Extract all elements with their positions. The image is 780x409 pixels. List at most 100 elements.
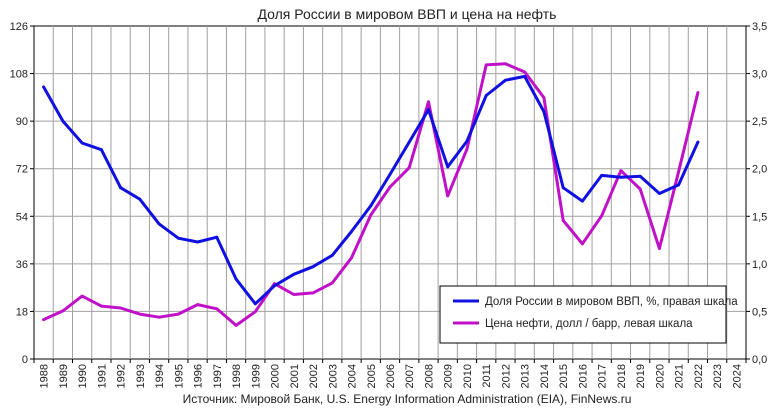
x-tick-label: 1994	[154, 364, 166, 388]
right-axis: 0,0 0,5 1,0 1,5 2,0 2,5 3,0 3,5	[746, 21, 767, 366]
left-tick-label: 126	[10, 21, 28, 33]
x-tick-label: 1997	[212, 364, 224, 388]
data-point-gdp-share	[80, 141, 84, 145]
data-point-oil-price	[658, 247, 661, 250]
right-tick-label: 3,5	[752, 21, 767, 33]
data-point-oil-price	[61, 309, 65, 313]
x-tick-label: 2012	[500, 364, 512, 388]
x-tick-label: 1995	[173, 364, 185, 388]
data-point-oil-price	[504, 62, 507, 66]
x-tick-label: 2021	[674, 364, 686, 388]
x-tick-label: 1999	[250, 364, 262, 388]
data-point-gdp-share	[600, 174, 604, 177]
left-axis: 0 18 36 54 72 90 108 126	[10, 21, 34, 366]
left-tick-label: 108	[10, 69, 28, 81]
data-point-oil-price	[42, 318, 45, 321]
data-point-oil-price	[638, 187, 642, 191]
left-tick-label: 90	[16, 116, 28, 128]
x-tick-label: 2003	[327, 364, 339, 388]
data-point-gdp-share	[157, 222, 161, 226]
x-tick-label: 1996	[193, 364, 205, 388]
data-point-gdp-share	[638, 174, 642, 178]
data-point-gdp-share	[446, 165, 450, 169]
data-point-gdp-share	[253, 302, 257, 306]
data-point-oil-price	[581, 242, 584, 246]
x-tick-label: 2013	[520, 364, 532, 388]
data-point-gdp-share	[504, 78, 507, 82]
data-point-gdp-share	[196, 240, 200, 244]
data-point-gdp-share	[215, 235, 219, 239]
x-tick-label: 2006	[385, 364, 397, 388]
x-tick-label: 2018	[616, 364, 628, 388]
right-tick-label: 0,5	[752, 306, 767, 318]
x-tick-label: 2017	[597, 364, 609, 388]
data-point-gdp-share	[292, 272, 296, 276]
data-point-oil-price	[446, 194, 450, 198]
x-tick-label: 1990	[77, 364, 89, 388]
data-point-gdp-share	[176, 236, 180, 240]
x-tick-label: 1993	[135, 364, 147, 388]
x-tick-label: 2001	[289, 364, 301, 388]
data-point-gdp-share	[311, 265, 315, 269]
data-point-oil-price	[215, 307, 219, 311]
x-tick-label: 1991	[96, 364, 108, 388]
x-tick-label: 2019	[635, 364, 647, 388]
data-point-oil-price	[427, 100, 430, 104]
right-tick-label: 3,0	[752, 69, 767, 81]
data-point-gdp-share	[234, 277, 238, 281]
x-tick-label: 2023	[712, 364, 724, 388]
legend-label-oil-price: Цена нефти, долл / барр, левая шкала	[485, 318, 693, 330]
legend-box	[439, 285, 727, 344]
data-point-oil-price	[407, 166, 411, 170]
x-tick-label: 2011	[481, 364, 493, 388]
data-point-gdp-share	[330, 253, 334, 257]
left-tick-label: 36	[16, 259, 28, 271]
data-point-gdp-share	[561, 186, 565, 190]
data-point-gdp-share	[273, 284, 276, 288]
x-tick-label: 2022	[693, 364, 705, 388]
data-point-oil-price	[369, 213, 373, 217]
data-point-oil-price	[600, 214, 604, 218]
data-point-oil-price	[542, 96, 546, 99]
data-point-gdp-share	[677, 183, 680, 187]
left-tick-label: 54	[16, 211, 28, 223]
data-point-oil-price	[388, 185, 392, 189]
right-tick-label: 2,0	[752, 164, 767, 176]
data-point-gdp-share	[350, 230, 353, 233]
right-tick-label: 1,0	[752, 259, 767, 271]
x-tick-label: 2004	[347, 364, 359, 388]
x-tick-label: 2020	[654, 364, 666, 388]
data-point-oil-price	[330, 281, 334, 285]
data-point-oil-price	[561, 219, 565, 222]
x-tick-label: 2010	[462, 364, 474, 388]
data-point-oil-price	[677, 170, 680, 174]
data-point-oil-price	[80, 294, 84, 298]
left-tick-label: 72	[16, 164, 28, 176]
x-tick-label: 2009	[443, 364, 455, 388]
right-tick-label: 1,5	[752, 211, 767, 223]
data-point-oil-price	[350, 256, 353, 260]
data-point-gdp-share	[484, 94, 488, 97]
x-tick-label: 1998	[231, 364, 243, 388]
x-axis: 1988 1989 1990 1991 1992 1993 1994 1995 1996 1997…	[33, 359, 747, 388]
chart-title: Доля России в мировом ВВП и цена на нефт…	[258, 6, 557, 22]
data-point-oil-price	[619, 169, 623, 173]
x-tick-label: 2024	[731, 364, 743, 388]
data-point-gdp-share	[138, 197, 142, 201]
x-tick-label: 2016	[577, 364, 589, 388]
x-tick-label: 1988	[39, 364, 51, 388]
data-point-gdp-share	[369, 204, 373, 208]
data-point-gdp-share	[407, 140, 411, 144]
legend-label-gdp-share: Доля России в мировом ВВП, %, правая шка…	[485, 296, 738, 308]
x-tick-label: 2000	[270, 364, 282, 388]
data-point-oil-price	[176, 312, 180, 316]
data-point-gdp-share	[388, 173, 392, 176]
x-tick-label: 2005	[366, 364, 378, 388]
data-point-gdp-share	[581, 199, 584, 203]
data-point-gdp-share	[658, 192, 661, 195]
data-point-gdp-share	[42, 85, 45, 89]
data-point-gdp-share	[100, 148, 103, 152]
data-point-oil-price	[311, 291, 315, 295]
data-point-oil-price	[138, 312, 142, 316]
